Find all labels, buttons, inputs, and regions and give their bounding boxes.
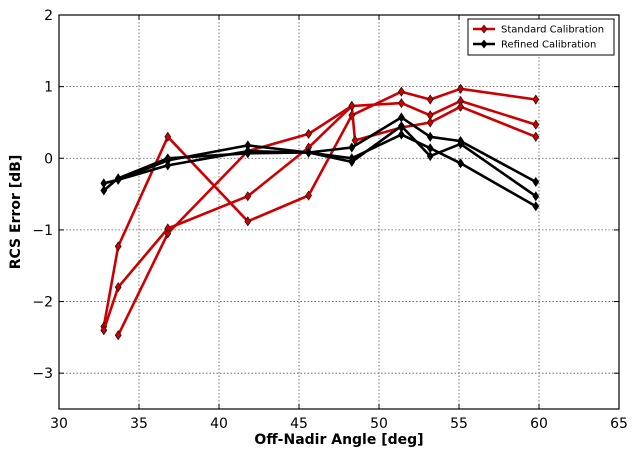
y-tick-label: −1 bbox=[32, 223, 53, 239]
data-point bbox=[348, 142, 356, 153]
data-point bbox=[532, 119, 540, 130]
y-tick-label: −3 bbox=[32, 366, 53, 382]
series-path bbox=[102, 124, 537, 198]
data-point bbox=[457, 83, 464, 94]
series-layer bbox=[100, 83, 540, 341]
data-point bbox=[305, 147, 312, 158]
data-point bbox=[532, 201, 540, 212]
y-tick-label: 1 bbox=[44, 80, 53, 96]
data-point bbox=[114, 330, 122, 341]
series-line bbox=[100, 120, 540, 202]
data-point bbox=[457, 101, 464, 112]
data-point bbox=[426, 143, 434, 154]
data-point bbox=[457, 138, 464, 149]
data-point bbox=[426, 117, 434, 128]
series-path bbox=[103, 116, 537, 185]
data-point bbox=[114, 282, 122, 293]
x-tick-label: 35 bbox=[130, 416, 148, 432]
data-point bbox=[305, 128, 312, 139]
legend-swatch-marker bbox=[480, 39, 488, 49]
data-point bbox=[114, 174, 122, 185]
data-point bbox=[164, 160, 172, 171]
x-tick-label: 40 bbox=[210, 416, 228, 432]
axis-ticks: 30 35 40 45 50 55 60 65 −3 −2 −1 0 1 2 bbox=[32, 8, 628, 432]
series-line bbox=[100, 95, 540, 336]
y-tick-label: −2 bbox=[32, 295, 53, 311]
data-point bbox=[532, 176, 540, 187]
data-point bbox=[305, 190, 312, 201]
data-point bbox=[244, 146, 252, 157]
x-axis-label: Off-Nadir Angle [deg] bbox=[254, 432, 423, 448]
data-point bbox=[164, 228, 172, 239]
legend-entry: Standard Calibration bbox=[473, 24, 604, 36]
y-axis-label: RCS Error [dB] bbox=[8, 155, 24, 270]
x-tick-label: 50 bbox=[370, 416, 388, 432]
data-point bbox=[114, 241, 122, 252]
legend-label: Refined Calibration bbox=[501, 40, 596, 51]
data-point bbox=[348, 100, 356, 112]
data-point bbox=[164, 131, 172, 142]
series-path bbox=[102, 87, 536, 327]
y-tick-label: 2 bbox=[44, 8, 53, 24]
data-point bbox=[532, 191, 540, 202]
data-point bbox=[244, 191, 252, 202]
data-point bbox=[398, 129, 405, 140]
data-point bbox=[426, 131, 434, 142]
series-path bbox=[117, 104, 537, 336]
data-point bbox=[532, 94, 540, 105]
legend-box bbox=[467, 18, 615, 56]
y-tick-label: 0 bbox=[44, 151, 53, 167]
x-tick-label: 45 bbox=[290, 416, 308, 432]
x-tick-label: 60 bbox=[530, 416, 548, 432]
data-point bbox=[398, 112, 405, 123]
legend-swatch-marker bbox=[480, 24, 488, 34]
data-point bbox=[398, 86, 405, 97]
data-point bbox=[100, 185, 108, 196]
data-point bbox=[532, 131, 540, 142]
series-line bbox=[100, 83, 540, 332]
data-point bbox=[100, 325, 108, 336]
data-point bbox=[244, 216, 252, 227]
series-line bbox=[114, 129, 540, 212]
data-point bbox=[348, 153, 356, 164]
grid-lines bbox=[59, 15, 619, 409]
data-point bbox=[457, 158, 464, 169]
x-tick-label: 30 bbox=[50, 416, 68, 432]
series-path bbox=[102, 99, 537, 331]
series-line bbox=[114, 100, 540, 341]
series-path bbox=[117, 133, 537, 208]
legend: Standard Calibration Refined Calibration bbox=[467, 18, 615, 56]
data-point bbox=[426, 94, 434, 105]
legend-label: Standard Calibration bbox=[501, 25, 604, 36]
data-point bbox=[398, 98, 405, 109]
plot-frame bbox=[58, 14, 620, 410]
x-tick-label: 65 bbox=[610, 416, 628, 432]
legend-entry: Refined Calibration bbox=[473, 39, 596, 51]
x-tick-label: 55 bbox=[450, 416, 468, 432]
data-point bbox=[426, 151, 434, 162]
